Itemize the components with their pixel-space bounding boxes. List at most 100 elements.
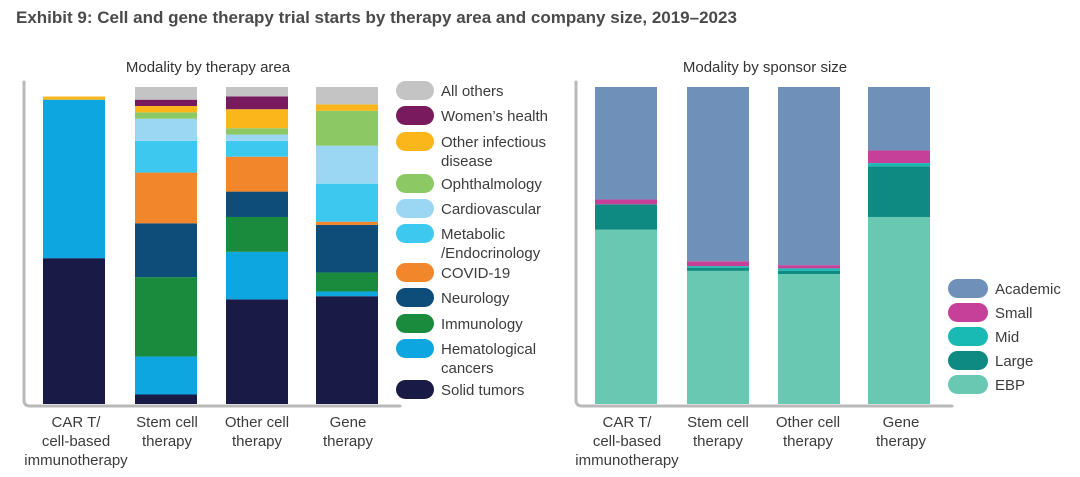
chart1-bar-other-cell-therapy-all-others bbox=[226, 87, 288, 97]
chart1-legend-swatch-other-infectious-disease bbox=[396, 132, 434, 151]
chart1-legend-label-metabolic-endocrinology: Metabolic/Endocrinology bbox=[441, 226, 541, 262]
chart2-legend-swatch-small bbox=[948, 303, 988, 322]
chart2-bar-other-cell-therapy-ebp bbox=[778, 274, 840, 404]
chart1-bar-stem-cell-therapy-women-s-health bbox=[135, 99, 197, 107]
chart1-legend-label-ophthalmology: Ophthalmology bbox=[441, 176, 542, 193]
chart1-legend-swatch-neurology bbox=[396, 288, 434, 307]
chart1-bar-gene-therapy-ophthalmology bbox=[316, 110, 378, 146]
chart1-bar-gene-therapy-cardiovascular bbox=[316, 145, 378, 184]
chart2-legend-swatch-mid bbox=[948, 327, 988, 346]
chart1-bar-other-cell-therapy-ophthalmology bbox=[226, 128, 288, 135]
chart2-bar-gene-therapy-mid bbox=[868, 163, 930, 167]
chart2-bar-stem-cell-therapy-ebp bbox=[687, 270, 749, 404]
chart2-category-label-other-cell-therapy: Other cell therapy bbox=[776, 414, 840, 450]
chart2-category-label-stem-cell-therapy: Stem cell therapy bbox=[687, 414, 749, 450]
chart1-bar-other-cell-therapy-immunology bbox=[226, 216, 288, 252]
chart2-legend-swatch-academic bbox=[948, 279, 988, 298]
chart2-bar-gene-therapy-academic bbox=[868, 87, 930, 151]
chart1-bar-other-cell-therapy-women-s-health bbox=[226, 96, 288, 110]
chart2-bar-stem-cell-therapy-mid bbox=[687, 266, 749, 268]
chart2-legend-swatch-ebp bbox=[948, 375, 988, 394]
chart2-legend-label-large: Large bbox=[995, 353, 1033, 370]
chart1-bar-gene-therapy-covid-19 bbox=[316, 221, 378, 225]
chart1-legend-label-solid-tumors: Solid tumors bbox=[441, 382, 524, 399]
chart1-bar-stem-cell-therapy-covid-19 bbox=[135, 172, 197, 224]
chart1-bar-stem-cell-therapy-metabolic-endocrinology bbox=[135, 140, 197, 173]
chart1-legend-label-immunology: Immunology bbox=[441, 316, 523, 333]
chart1-bar-other-cell-therapy-hematological-cancers bbox=[226, 251, 288, 300]
chart1-bar-stem-cell-therapy-all-others bbox=[135, 87, 197, 100]
chart1-bar-stem-cell-therapy-other-infectious-disease bbox=[135, 106, 197, 113]
chart1-bar-other-cell-therapy-solid-tumors bbox=[226, 299, 288, 404]
chart2-legend-label-ebp: EBP bbox=[995, 377, 1025, 394]
chart1-category-label-gene-therapy: Gene therapy bbox=[323, 414, 374, 450]
chart1-legend-swatch-solid-tumors bbox=[396, 380, 434, 399]
chart1-bar-other-cell-therapy-cardiovascular bbox=[226, 134, 288, 141]
chart1-bar-car-t-cell-based-immunotherapy-hematological-cancers bbox=[43, 99, 105, 259]
chart1-bar-gene-therapy-other-infectious-disease bbox=[316, 104, 378, 111]
chart1-bar-stem-cell-therapy-solid-tumors bbox=[135, 394, 197, 404]
chart2-legend-swatch-large bbox=[948, 351, 988, 370]
chart1-category-label-stem-cell-therapy: Stem cell therapy bbox=[136, 414, 198, 450]
chart1-category-label-other-cell-therapy: Other cell therapy bbox=[225, 414, 289, 450]
chart1-bar-other-cell-therapy-other-infectious-disease bbox=[226, 109, 288, 129]
chart1-legend-swatch-ophthalmology bbox=[396, 174, 434, 193]
chart1-bar-gene-therapy-all-others bbox=[316, 87, 378, 105]
chart2-legend-label-small: Small bbox=[995, 305, 1033, 322]
chart1-legend-swatch-covid-19 bbox=[396, 263, 434, 282]
chart1-bar-other-cell-therapy-metabolic-endocrinology bbox=[226, 140, 288, 157]
chart1-legend-swatch-metabolic-endocrinology bbox=[396, 224, 434, 243]
chart1-legend-label-other-infectious-disease: Other infectious disease bbox=[441, 134, 546, 170]
chart2-category-label-car-t-cell-based-immunotherapy: CAR T/cell-based immunotherapy bbox=[575, 414, 679, 469]
chart2-subtitle: Modality by sponsor size bbox=[683, 59, 847, 76]
chart1-legend-swatch-immunology bbox=[396, 314, 434, 333]
chart1-bar-gene-therapy-immunology bbox=[316, 272, 378, 292]
chart2-bar-other-cell-therapy-large bbox=[778, 270, 840, 275]
chart1-bar-stem-cell-therapy-neurology bbox=[135, 223, 197, 278]
chart1-bar-car-t-cell-based-immunotherapy-solid-tumors bbox=[43, 258, 105, 404]
chart2-category-label-gene-therapy: Gene therapy bbox=[876, 414, 927, 450]
chart2-bar-stem-cell-therapy-small bbox=[687, 261, 749, 267]
chart1-legend-label-hematological-cancers: Hematological cancers bbox=[441, 341, 536, 377]
chart1-axis bbox=[22, 80, 402, 408]
chart1-legend-label-women-s-health: Women’s health bbox=[441, 108, 548, 125]
chart1-bar-stem-cell-therapy-cardiovascular bbox=[135, 118, 197, 141]
chart2-bar-stem-cell-therapy-large bbox=[687, 267, 749, 271]
chart1-legend-label-all-others: All others bbox=[441, 83, 504, 100]
chart2-bar-car-t-cell-based-immunotherapy-small bbox=[595, 199, 657, 205]
chart1-bar-other-cell-therapy-neurology bbox=[226, 191, 288, 217]
chart1-bar-stem-cell-therapy-immunology bbox=[135, 277, 197, 357]
chart2-bar-car-t-cell-based-immunotherapy-academic bbox=[595, 87, 657, 200]
chart2-bar-gene-therapy-large bbox=[868, 166, 930, 217]
chart2-bar-car-t-cell-based-immunotherapy-ebp bbox=[595, 229, 657, 404]
chart1-bar-gene-therapy-metabolic-endocrinology bbox=[316, 183, 378, 222]
chart1-legend-swatch-all-others bbox=[396, 81, 434, 100]
chart2-bar-car-t-cell-based-immunotherapy-large bbox=[595, 204, 657, 230]
chart1-bar-stem-cell-therapy-ophthalmology bbox=[135, 112, 197, 119]
chart1-subtitle: Modality by therapy area bbox=[126, 59, 291, 76]
chart1-legend-swatch-women-s-health bbox=[396, 106, 434, 125]
exhibit-title: Exhibit 9: Cell and gene therapy trial s… bbox=[16, 8, 737, 27]
chart1-legend-label-neurology: Neurology bbox=[441, 290, 510, 307]
chart2-bar-gene-therapy-ebp bbox=[868, 216, 930, 404]
chart2-axis bbox=[574, 80, 954, 408]
chart1-legend-label-covid-19: COVID-19 bbox=[441, 265, 510, 282]
chart2-bar-other-cell-therapy-academic bbox=[778, 87, 840, 266]
chart1-bar-other-cell-therapy-covid-19 bbox=[226, 156, 288, 192]
chart2-bar-other-cell-therapy-mid bbox=[778, 268, 840, 271]
chart1-bar-car-t-cell-based-immunotherapy-other-infectious-disease bbox=[43, 96, 105, 100]
chart1-legend-swatch-hematological-cancers bbox=[396, 339, 434, 358]
chart1-legend-label-cardiovascular: Cardiovascular bbox=[441, 201, 541, 218]
chart2-bar-stem-cell-therapy-academic bbox=[687, 87, 749, 262]
chart1-category-label-car-t-cell-based-immunotherapy: CAR T/cell-based immunotherapy bbox=[24, 414, 128, 469]
chart2-legend-label-mid: Mid bbox=[995, 329, 1019, 346]
chart2-bar-other-cell-therapy-small bbox=[778, 265, 840, 269]
chart2-legend-label-academic: Academic bbox=[995, 281, 1061, 298]
chart1-bar-stem-cell-therapy-hematological-cancers bbox=[135, 356, 197, 395]
chart1-bar-gene-therapy-solid-tumors bbox=[316, 296, 378, 404]
chart1-legend-swatch-cardiovascular bbox=[396, 199, 434, 218]
chart1-bar-gene-therapy-neurology bbox=[316, 224, 378, 273]
chart1-bar-gene-therapy-hematological-cancers bbox=[316, 291, 378, 297]
chart2-bar-gene-therapy-small bbox=[868, 150, 930, 164]
